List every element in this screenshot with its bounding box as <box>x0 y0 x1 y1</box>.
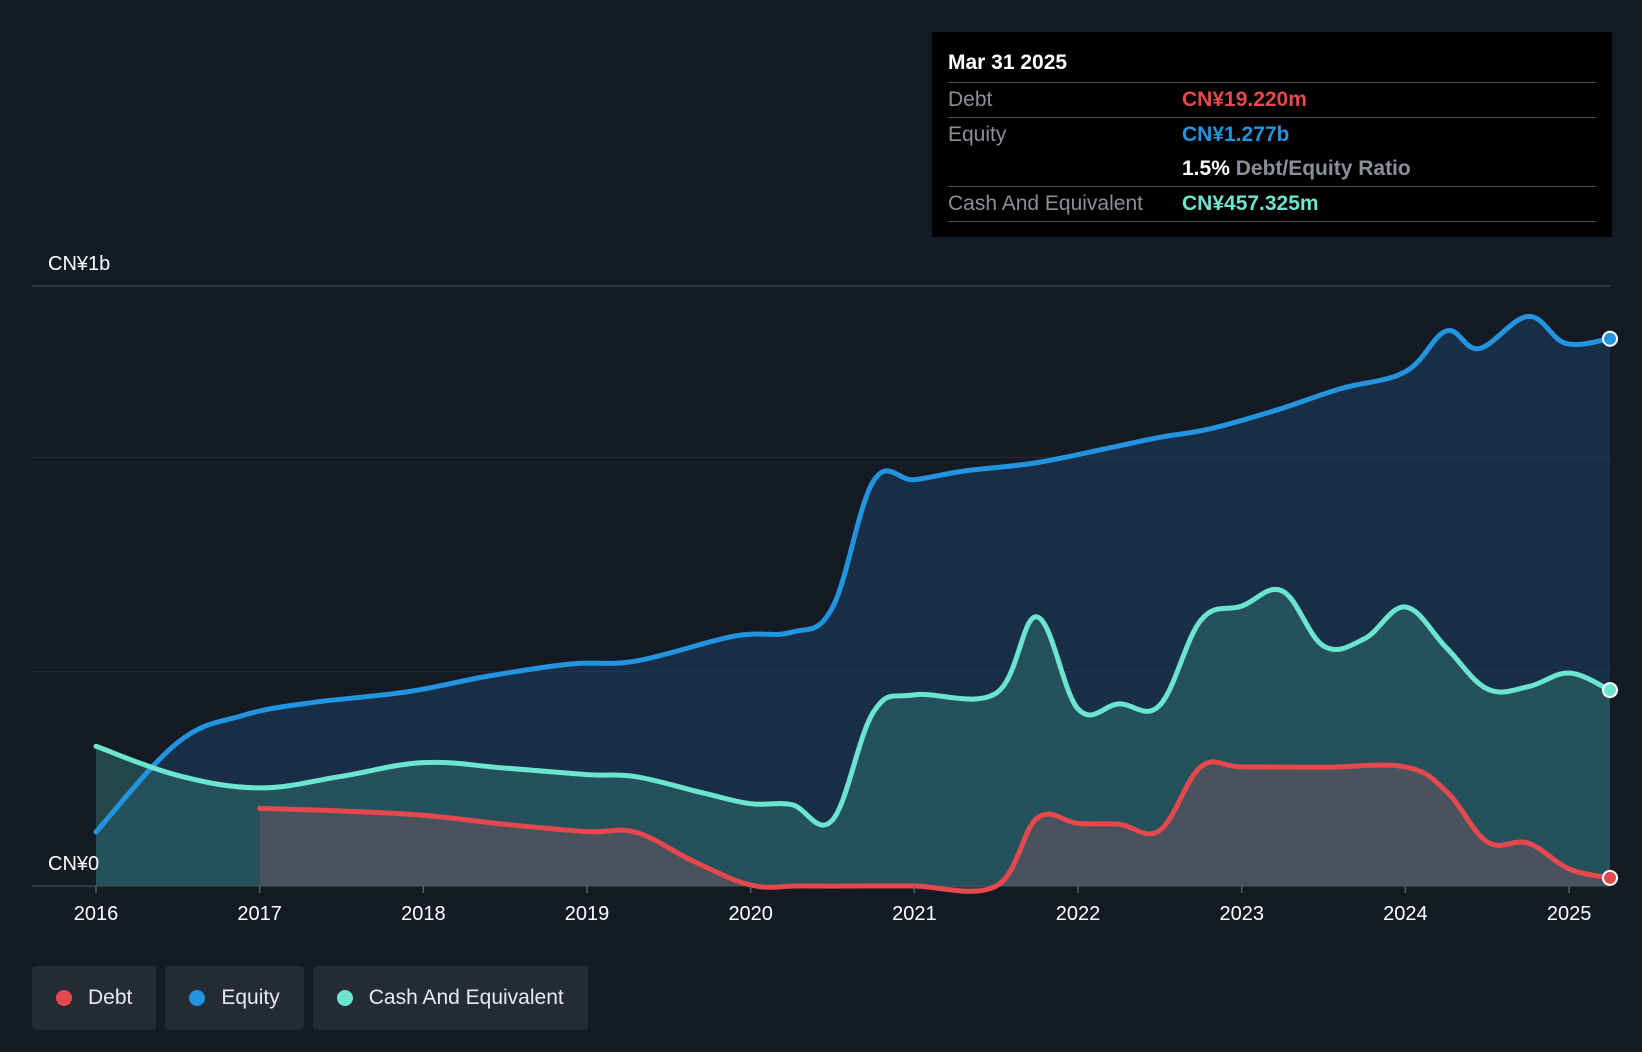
equity-end-marker[interactable] <box>1602 330 1618 347</box>
tooltip-row-debt: Debt CN¥19.220m <box>948 83 1596 118</box>
y-axis-top-label: CN¥1b <box>48 253 110 275</box>
legend-item-debt[interactable]: Debt <box>32 966 157 1030</box>
series-end-markers[interactable] <box>1602 330 1618 886</box>
cash-and-equivalent-line <box>93 586 1613 828</box>
x-tick-label: 2017 <box>237 903 282 925</box>
equity-dot-icon <box>189 990 206 1006</box>
x-tick-label: 2016 <box>74 903 119 925</box>
tooltip-debt-label: Debt <box>948 88 993 111</box>
cash-dot-icon <box>336 990 353 1006</box>
cash-and-equivalent-end-marker[interactable] <box>1602 682 1618 699</box>
x-tick-label: 2021 <box>892 903 937 925</box>
debt-line <box>257 759 1613 894</box>
x-tick-label: 2025 <box>1547 903 1592 925</box>
x-tick-label: 2020 <box>728 903 773 925</box>
tooltip-row-cash: Cash And Equivalent CN¥457.325m <box>948 187 1596 222</box>
tooltip-ratio: 1.5% Debt/Equity Ratio <box>1182 152 1411 186</box>
x-tick-label: 2018 <box>401 903 446 925</box>
legend-debt-label: Debt <box>88 986 133 1009</box>
legend-cash-label: Cash And Equivalent <box>368 986 564 1009</box>
tooltip: Mar 31 2025 Debt CN¥19.220m Equity CN¥1.… <box>932 32 1612 237</box>
tooltip-cash-value: CN¥457.325m <box>1182 192 1319 215</box>
x-tick-label: 2023 <box>1219 903 1264 925</box>
x-tick-label: 2022 <box>1056 903 1101 925</box>
tooltip-date: Mar 31 2025 <box>948 32 1596 83</box>
debt-end-marker[interactable] <box>1602 869 1618 886</box>
series-lines <box>93 313 1613 894</box>
x-axis-ticks: 2016 2017 2018 2019 2020 2021 2022 2023 2024 2025 <box>74 886 1592 925</box>
tooltip-debt-value: CN¥19.220m <box>1182 88 1307 111</box>
debt-area <box>259 761 1611 892</box>
series-areas <box>96 316 1611 892</box>
tooltip-ratio-label: Debt/Equity Ratio <box>1235 157 1411 180</box>
tooltip-cash-label: Cash And Equivalent <box>948 192 1143 215</box>
legend: Debt Equity Cash And Equivalent <box>32 966 588 1030</box>
debt-dot-icon <box>56 990 72 1006</box>
tooltip-equity-value: CN¥1.277b <box>1182 123 1290 146</box>
tooltip-equity-label: Equity <box>948 123 1007 146</box>
y-axis-zero-label: CN¥0 <box>48 853 99 875</box>
tooltip-row-ratio: 1.5% Debt/Equity Ratio <box>948 152 1596 187</box>
equity-line <box>93 313 1613 835</box>
legend-item-equity[interactable]: Equity <box>165 966 304 1030</box>
legend-item-cash[interactable]: Cash And Equivalent <box>312 966 588 1030</box>
x-tick-label: 2024 <box>1383 903 1428 925</box>
legend-equity-label: Equity <box>221 986 280 1009</box>
tooltip-row-equity: Equity CN¥1.277b <box>948 118 1596 152</box>
tooltip-ratio-value: 1.5% <box>1182 157 1230 180</box>
x-tick-label: 2019 <box>565 903 610 925</box>
